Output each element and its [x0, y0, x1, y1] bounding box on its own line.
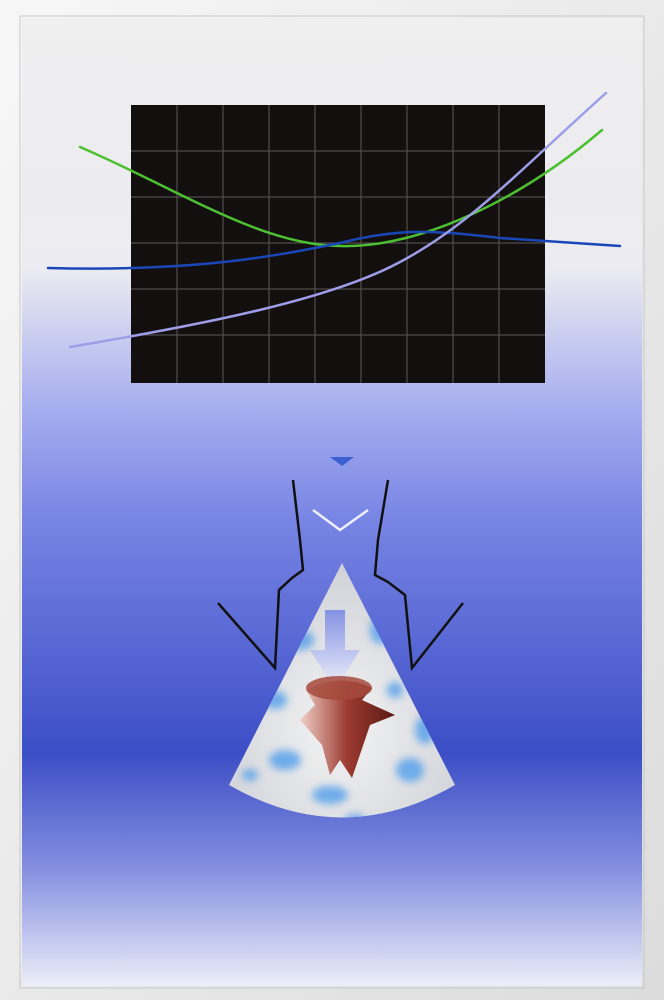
arrow — [310, 610, 360, 690]
blue-curve — [46, 230, 622, 270]
left-contour — [217, 479, 305, 672]
frame-edge — [19, 15, 645, 989]
vortex-top — [306, 676, 372, 700]
curves — [46, 91, 622, 349]
marker-triangle — [330, 457, 354, 466]
chevron — [312, 508, 369, 532]
red-vortex — [300, 680, 395, 778]
green-curve — [78, 128, 604, 248]
lavender-curve — [68, 91, 608, 349]
right-contour — [373, 479, 464, 672]
